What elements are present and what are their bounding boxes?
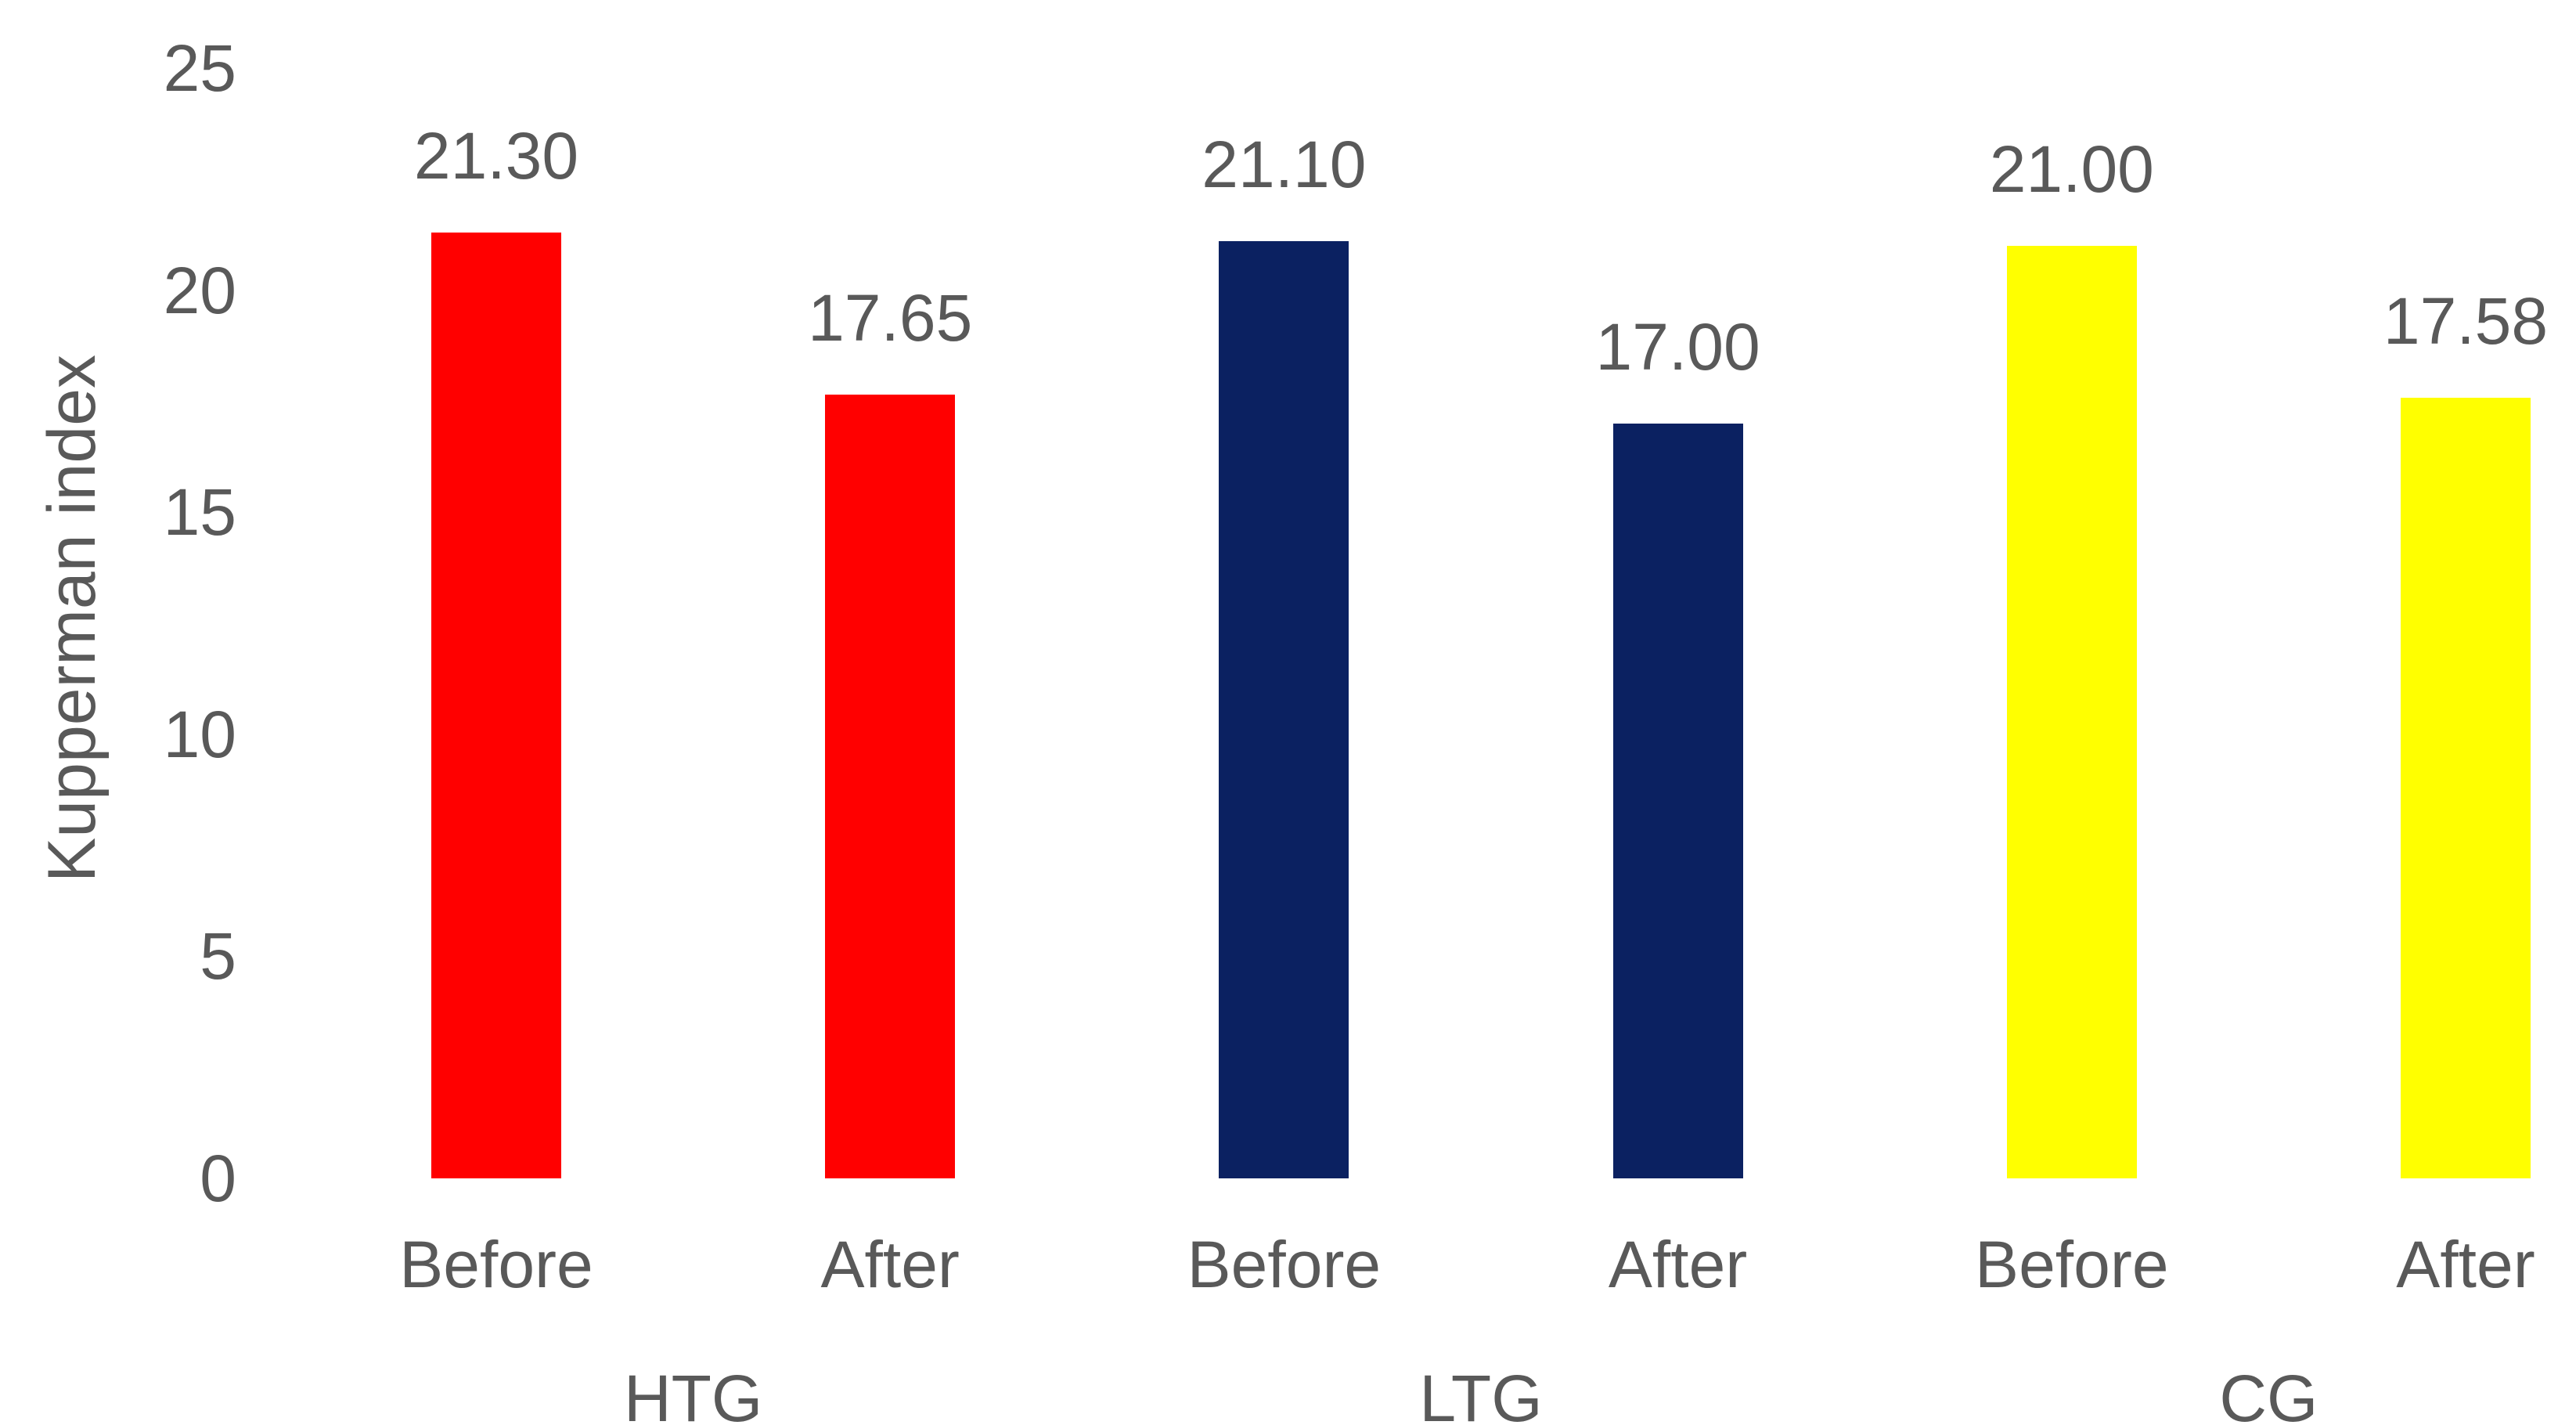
category-label: Before	[1975, 1228, 2169, 1301]
y-tick-label: 0	[200, 1142, 236, 1215]
category-label: After	[820, 1228, 960, 1301]
bar-value-label: 21.10	[1202, 128, 1367, 202]
bar	[825, 394, 956, 1178]
y-tick-label: 10	[163, 697, 236, 771]
bar	[2401, 397, 2531, 1178]
y-tick-label: 25	[163, 31, 236, 105]
category-label: After	[2396, 1228, 2535, 1301]
y-tick-label: 5	[200, 919, 236, 994]
bar-value-label: 17.58	[2383, 283, 2549, 358]
category-label: After	[1608, 1228, 1748, 1301]
bar	[431, 232, 561, 1178]
bar-value-label: 21.30	[413, 118, 579, 193]
y-tick-label: 15	[163, 475, 236, 550]
group-label: HTG	[623, 1362, 763, 1425]
bar	[1612, 423, 1743, 1178]
category-label: Before	[399, 1228, 593, 1301]
bar	[2006, 245, 2137, 1178]
category-label: Before	[1187, 1228, 1382, 1301]
y-axis-label: Kupperman index	[34, 354, 110, 883]
group-label: LTG	[1419, 1362, 1543, 1425]
y-tick-label: 20	[163, 253, 236, 327]
bar-value-label: 21.00	[1989, 132, 2154, 206]
bar-value-label: 17.00	[1595, 309, 1760, 384]
group-label: CG	[2219, 1362, 2318, 1425]
bar-value-label: 17.65	[808, 280, 973, 355]
bar	[1219, 241, 1349, 1178]
